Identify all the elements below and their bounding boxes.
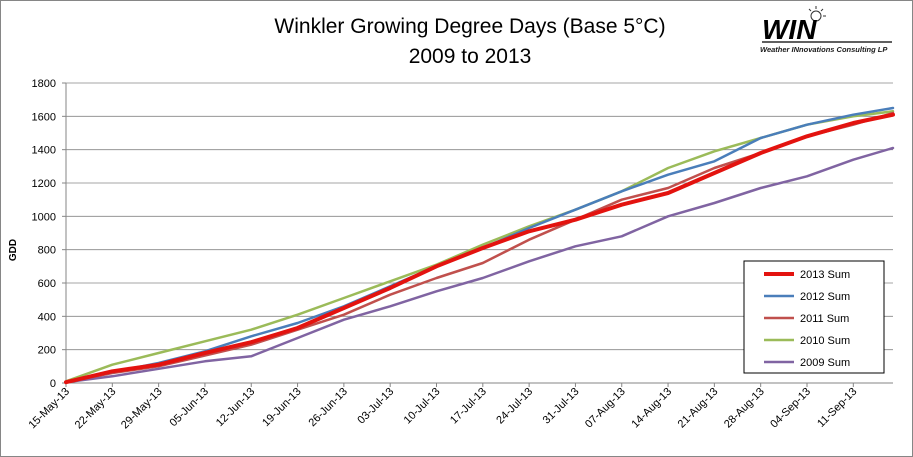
x-tick-label: 24-Jul-13 bbox=[494, 386, 535, 427]
y-tick-label: 800 bbox=[38, 245, 56, 257]
legend-label: 2011 Sum bbox=[800, 313, 849, 325]
x-tick-labels: 15-May-13 22-May-13 29-May-13 05-Jun-13 12-J… bbox=[26, 383, 859, 431]
chart-title-line1: Winkler Growing Degree Days (Base 5°C) bbox=[274, 15, 666, 38]
x-tick-label: 21-Aug-13 bbox=[676, 386, 721, 431]
sun-logo-icon: WIN bbox=[762, 6, 892, 45]
y-tick-label: 1400 bbox=[32, 145, 56, 157]
x-tick-label: 22-May-13 bbox=[73, 386, 119, 432]
x-tick-label: 15-May-13 bbox=[26, 386, 72, 432]
x-tick-label: 29-May-13 bbox=[119, 386, 165, 432]
x-tick-label: 07-Aug-13 bbox=[583, 386, 628, 431]
x-tick-label: 31-Jul-13 bbox=[541, 386, 582, 427]
x-tick-label: 10-Jul-13 bbox=[402, 386, 443, 427]
x-tick-label: 14-Aug-13 bbox=[629, 386, 674, 431]
brand-logo: WIN Weather INnovations Consulting LP bbox=[760, 4, 900, 60]
legend-label: 2010 Sum bbox=[800, 335, 850, 347]
legend-label: 2012 Sum bbox=[800, 291, 850, 303]
y-tick-label: 0 bbox=[50, 378, 56, 390]
logo-brand-text: WIN bbox=[762, 14, 817, 45]
x-tick-label: 11-Sep-13 bbox=[815, 386, 859, 430]
series-line-2013-sum bbox=[64, 112, 895, 385]
x-tick-label: 19-Jun-13 bbox=[260, 386, 304, 430]
y-tick-label: 1000 bbox=[32, 211, 56, 223]
logo-tagline: Weather INnovations Consulting LP bbox=[760, 45, 888, 54]
y-tick-label: 1200 bbox=[32, 178, 56, 190]
chart-title-line2: 2009 to 2013 bbox=[408, 45, 532, 68]
y-tick-label: 200 bbox=[38, 345, 56, 357]
x-tick-label: 26-Jun-13 bbox=[306, 386, 350, 430]
y-axis-label: GDD bbox=[8, 239, 19, 261]
series-line-2009-sum bbox=[64, 146, 895, 384]
x-tick-label: 03-Jul-13 bbox=[355, 386, 396, 427]
x-tick-label: 05-Jun-13 bbox=[168, 386, 212, 430]
axes bbox=[65, 83, 893, 384]
legend-label: 2013 Sum bbox=[800, 269, 850, 281]
legend: 2013 Sum 2012 Sum 2011 Sum 2010 Sum 2009 Sum bbox=[743, 260, 885, 374]
x-tick-label: 04-Sep-13 bbox=[768, 386, 813, 431]
x-tick-label: 12-Jun-13 bbox=[214, 386, 258, 430]
y-tick-label: 400 bbox=[38, 311, 56, 323]
legend-label: 2009 Sum bbox=[800, 357, 850, 369]
x-tick-label: 17-Jul-13 bbox=[448, 386, 489, 427]
series-lines bbox=[64, 106, 895, 385]
chart-title: Winkler Growing Degree Days (Base 5°C) 2… bbox=[200, 12, 740, 72]
y-tick-label: 1800 bbox=[32, 78, 56, 90]
y-tick-label: 600 bbox=[38, 278, 56, 290]
y-tick-labels: 0 200 400 600 800 1000 1200 1400 1600 1800 bbox=[32, 78, 66, 390]
y-tick-label: 1600 bbox=[32, 111, 56, 123]
x-tick-label: 28-Aug-13 bbox=[722, 386, 767, 431]
